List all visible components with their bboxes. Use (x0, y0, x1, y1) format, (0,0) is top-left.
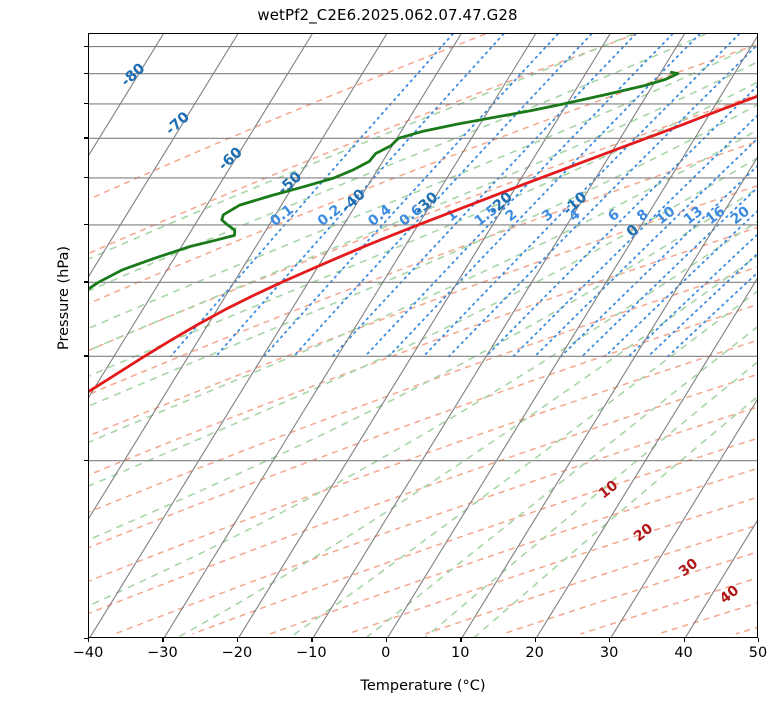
mixing-ratio-line (448, 44, 757, 358)
mixing-ratio-line (387, 34, 701, 358)
isotherm-line (89, 34, 164, 156)
x-tick-label: −10 (296, 645, 327, 661)
temperature-profile (89, 95, 757, 393)
x-tickmark (758, 638, 760, 642)
x-tickmark (88, 638, 90, 642)
dewpoint-line (89, 70, 680, 291)
x-tickmark (311, 638, 313, 642)
y-tickmark (84, 176, 88, 179)
x-tick-label: −30 (147, 645, 178, 661)
moist-adiabat-line (89, 157, 757, 487)
mixing-ratio-line (292, 34, 593, 358)
x-tick-label: 50 (748, 645, 768, 661)
y-tickmark (84, 355, 88, 357)
dewpoint-profile (89, 70, 680, 291)
moist-adiabat-line (89, 34, 707, 292)
y-tickmark (84, 281, 88, 283)
mixing-ratio-line (331, 34, 637, 358)
dry-adiabat-line (735, 626, 757, 635)
dry-adiabat-line (89, 43, 757, 305)
x-tickmark (385, 638, 388, 642)
mixing-ratio-line (364, 34, 674, 358)
dry-adiabat-line (114, 406, 757, 635)
x-tick-label: 40 (674, 645, 693, 661)
y-tickmark (84, 137, 88, 139)
moist-adiabat-line (89, 220, 757, 607)
x-tick-label: 10 (450, 645, 470, 661)
x-tickmark (162, 638, 164, 642)
x-tickmark (609, 638, 611, 642)
x-tickmark (236, 638, 239, 642)
mixing-ratio-line (215, 34, 505, 358)
moist-adiabat-label: 40 (717, 582, 742, 607)
dry-adiabat-line (425, 524, 757, 635)
x-axis-label: Temperature (°C) (360, 678, 486, 694)
isotherm-line (164, 34, 536, 637)
isotherm-line (89, 34, 239, 277)
moist-adiabat-label: 30 (676, 555, 701, 580)
isotherm-line (536, 278, 757, 637)
y-tickmark (84, 638, 88, 640)
y-tickmark (84, 459, 88, 461)
mixing-ratio-line (604, 210, 757, 358)
isotherm-line (89, 34, 388, 520)
mixing-ratio-label: 20 (728, 203, 753, 228)
x-tick-label: −40 (72, 645, 104, 661)
dry-adiabat-line (89, 34, 486, 201)
dry-adiabat-line (89, 266, 757, 513)
moist-adiabat-line (89, 61, 757, 352)
x-tick-label: −20 (221, 645, 253, 661)
mixing-ratio-line (534, 137, 757, 358)
mixing-ratio-group (169, 34, 757, 358)
y-tickmark (84, 223, 88, 226)
mixing-ratio-line (169, 34, 454, 358)
y-tickmark (84, 102, 88, 105)
mixing-ratio-label: 3 (539, 206, 557, 225)
mixing-ratio-line (485, 85, 757, 358)
isotherm-line (461, 157, 757, 637)
x-tick-label: 20 (525, 645, 544, 661)
moist-adiabat-line (473, 396, 757, 637)
mixing-ratio-line (263, 34, 559, 358)
moist-adiabat-group (89, 34, 757, 637)
x-tickmark (460, 638, 462, 642)
isotherm-line (685, 520, 757, 637)
isobar-group (89, 46, 757, 462)
moist-adiabat-line (89, 104, 757, 407)
mixing-ratio-label: 0.4 (365, 202, 395, 230)
moist-adiabat-line (89, 187, 757, 541)
dry-adiabat-line (89, 373, 757, 615)
moist-adiabat-line (365, 326, 757, 637)
isotherm-line (238, 34, 611, 637)
y-axis-label: Pressure (hPa) (56, 246, 72, 351)
isotherm-group (89, 34, 757, 637)
moist-adiabat-label: 20 (631, 520, 656, 545)
isotherm-line (89, 34, 462, 637)
isotherm-line (387, 35, 757, 637)
moist-adiabat-label: 10 (596, 477, 621, 502)
mixing-ratio-line (512, 114, 757, 358)
moist-adiabat-line (289, 290, 757, 637)
isotherm-line (312, 34, 685, 637)
isotherm-line (610, 399, 757, 637)
x-tickmark (683, 638, 685, 642)
moist-adiabat-line (89, 129, 757, 443)
skewt-plot-area: 0.1 0.2 0.4 0.6 1 1.5 2 3 4 6 8 10 13 16 20 -80 -70 -60-… (88, 33, 758, 638)
mixing-ratio-line (422, 34, 741, 358)
mixing-ratio-label: 0.1 (267, 202, 296, 230)
x-tick-label: 30 (599, 645, 619, 661)
mixing-ratio-line (667, 271, 757, 358)
temperature-line (89, 95, 757, 393)
x-tick-label: 0 (381, 645, 391, 661)
x-tickmark (534, 638, 536, 642)
moist-adiabat-line (89, 42, 757, 330)
isotherm-line (89, 34, 313, 398)
y-tickmark (84, 72, 88, 74)
y-tickmark (84, 45, 88, 47)
moist-adiabat-line (89, 81, 757, 377)
chart-title: wetPf2_C2E6.2025.062.07.47.G28 (257, 6, 518, 24)
